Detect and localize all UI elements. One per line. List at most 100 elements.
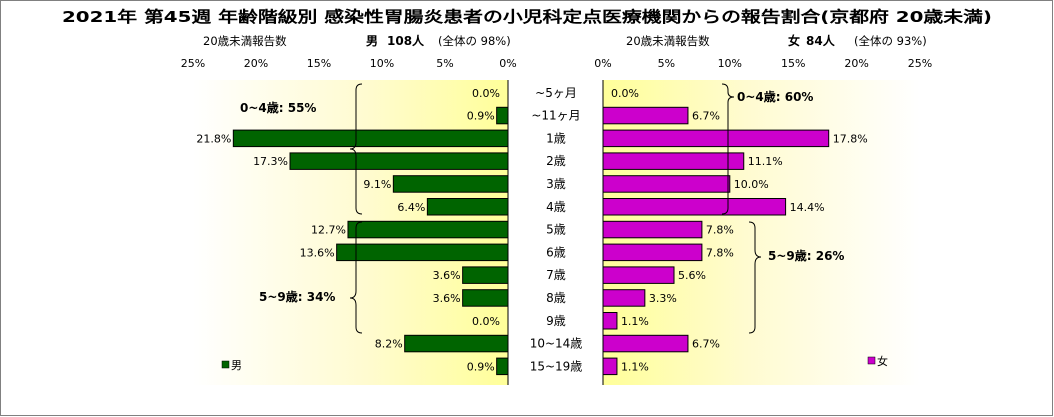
- female-axis-ticks: 0% 5% 10% 15% 20% 25%: [594, 57, 932, 70]
- male-axis-tick-label: 15%: [307, 57, 331, 70]
- female-count-label: 20歳未満報告数: [626, 34, 710, 48]
- male-legend-swatch: [221, 360, 230, 369]
- category-labels: ~5ヶ月 ~11ヶ月 1歳 2歳 3歳 4歳 5歳 6歳 7歳 8歳 9歳 10~14歳 15~19歳: [530, 86, 583, 374]
- female-legend-swatch: [867, 356, 876, 365]
- male-count-label: 20歳未満報告数: [203, 34, 287, 48]
- male-bar: [289, 152, 509, 170]
- male-bar: [426, 198, 509, 216]
- male-brace-5-9: [349, 221, 363, 334]
- male-value-label: 13.6%: [300, 246, 335, 259]
- male-bar: [462, 289, 509, 307]
- male-value-label: 3.6%: [433, 269, 461, 282]
- female-bar: [602, 198, 787, 216]
- female-value-label: 1.1%: [621, 315, 649, 328]
- male-bar: [336, 243, 509, 262]
- female-legend-label: 女: [877, 354, 888, 368]
- male-brace-0-4: [349, 83, 363, 215]
- female-value-label: 14.4%: [790, 201, 825, 214]
- category-label: 9歳: [546, 314, 566, 328]
- female-value-label: 1.1%: [621, 360, 649, 373]
- female-value-label: 7.8%: [706, 224, 734, 237]
- male-axis-tick-label: 10%: [370, 57, 394, 70]
- female-total: 84人: [806, 33, 836, 48]
- male-value-label: 0.9%: [467, 360, 495, 373]
- male-bar: [404, 334, 509, 353]
- female-value-label: 5.6%: [678, 269, 706, 282]
- male-bar: [347, 220, 509, 239]
- male-value-label: 0.0%: [472, 315, 500, 328]
- female-bar: [602, 106, 689, 125]
- female-axis-tick-label: 25%: [908, 57, 932, 70]
- male-sex-label: 男: [366, 34, 378, 48]
- category-label: 6歳: [546, 245, 566, 259]
- male-value-labels: 0.0% 0.9% 21.8% 17.3% 9.1% 6.4% 12.7% 13.6% 3.6%…: [196, 87, 500, 374]
- female-bar: [602, 357, 618, 376]
- female-value-label: 7.8%: [706, 246, 734, 259]
- male-value-label: 17.3%: [253, 155, 288, 168]
- female-axis-tick-label: 10%: [718, 57, 742, 70]
- category-label: 3歳: [546, 177, 566, 191]
- male-axis-ticks: 25% 20% 15% 10% 5% 0%: [181, 57, 517, 70]
- female-value-label: 6.7%: [692, 338, 720, 351]
- female-value-label: 0.0%: [611, 87, 639, 100]
- male-bar: [392, 175, 509, 193]
- female-value-label: 6.7%: [692, 110, 720, 123]
- female-value-label: 10.0%: [734, 178, 769, 191]
- male-group-label-5-9: 5~9歳: 34%: [259, 289, 335, 304]
- female-bar: [602, 152, 745, 170]
- male-value-label: 0.0%: [472, 87, 500, 100]
- female-bars: [602, 106, 830, 376]
- chart-title: 2021年 第45週 年齢階級別 感染性胃腸炎患者の小児科定点医療機関からの報告…: [62, 7, 992, 26]
- male-legend-label: 男: [231, 359, 242, 372]
- female-bar: [602, 175, 731, 193]
- male-axis-tick-label: 0%: [499, 57, 516, 70]
- female-bar: [602, 243, 703, 262]
- male-group-label-0-4: 0~4歳: 55%: [240, 100, 316, 115]
- male-total: 108人: [387, 33, 425, 48]
- male-axis-tick-label: 5%: [436, 57, 453, 70]
- male-bar: [496, 357, 509, 376]
- female-bar: [602, 312, 618, 330]
- male-value-label: 12.7%: [311, 224, 346, 237]
- female-value-label: 17.8%: [833, 132, 868, 145]
- female-axis-tick-label: 5%: [658, 57, 675, 70]
- female-value-labels: 0.0%6.7%17.8%11.1%10.0%14.4%7.8%7.8%5.6%…: [611, 87, 868, 374]
- male-value-label: 0.9%: [467, 110, 495, 123]
- female-brace-0-4: [721, 83, 735, 215]
- female-axis-tick-label: 0%: [594, 57, 611, 70]
- female-bar: [602, 129, 830, 148]
- female-group-label-0-4: 0~4歳: 60%: [737, 89, 813, 104]
- male-axis-tick-label: 20%: [244, 57, 268, 70]
- female-value-label: 11.1%: [748, 155, 783, 168]
- category-label: 15~19歳: [530, 359, 583, 373]
- category-label: 8歳: [546, 291, 566, 305]
- female-bar: [602, 334, 689, 353]
- male-bar: [496, 106, 509, 125]
- male-axis-tick-label: 25%: [181, 57, 205, 70]
- female-sex-label: 女: [788, 33, 800, 48]
- male-bar: [232, 129, 509, 148]
- male-value-label: 9.1%: [363, 178, 391, 191]
- category-label: ~5ヶ月: [535, 86, 577, 100]
- male-value-label: 8.2%: [375, 338, 403, 351]
- female-bar: [602, 266, 675, 284]
- female-brace-5-9: [748, 221, 762, 334]
- male-bar: [462, 266, 509, 284]
- female-value-label: 3.3%: [649, 292, 677, 305]
- category-label: 5歳: [546, 223, 566, 237]
- female-bar: [602, 289, 646, 307]
- female-bar: [602, 220, 703, 239]
- male-ratio: (全体の 98%): [438, 34, 511, 48]
- female-axis-tick-label: 20%: [844, 57, 868, 70]
- category-label: 7歳: [546, 268, 566, 282]
- category-label: 1歳: [546, 131, 566, 145]
- category-label: 2歳: [546, 154, 566, 168]
- category-label: 10~14歳: [530, 337, 583, 351]
- female-axis-tick-label: 15%: [781, 57, 805, 70]
- category-label: 4歳: [546, 200, 566, 214]
- female-ratio: (全体の 93%): [854, 34, 927, 48]
- male-value-label: 6.4%: [397, 201, 425, 214]
- male-value-label: 3.6%: [433, 292, 461, 305]
